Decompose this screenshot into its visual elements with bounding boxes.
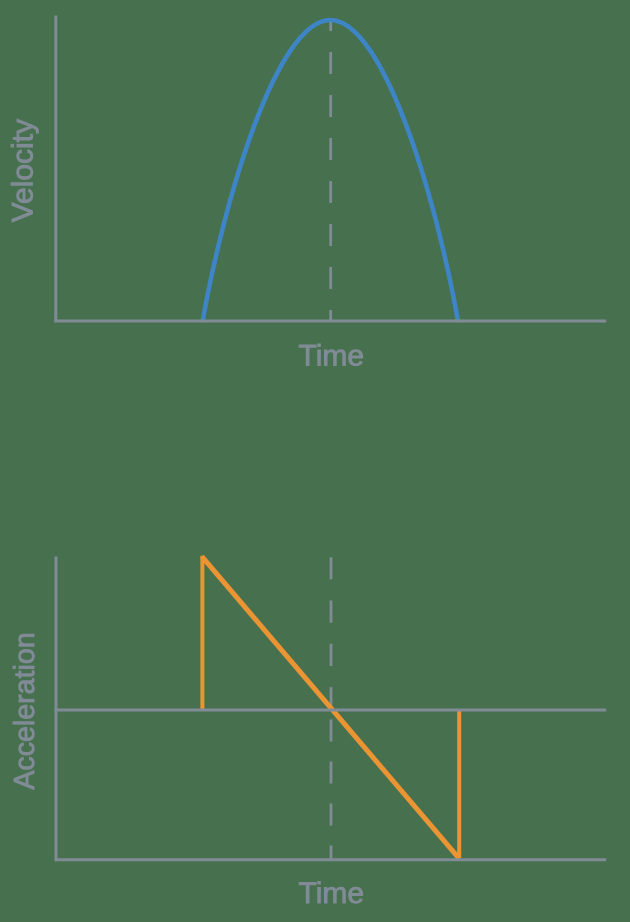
svg-text:Time: Time (299, 877, 365, 910)
svg-text:Acceleration: Acceleration (9, 632, 41, 789)
svg-text:Time: Time (299, 340, 365, 373)
svg-text:Velocity: Velocity (7, 119, 40, 222)
